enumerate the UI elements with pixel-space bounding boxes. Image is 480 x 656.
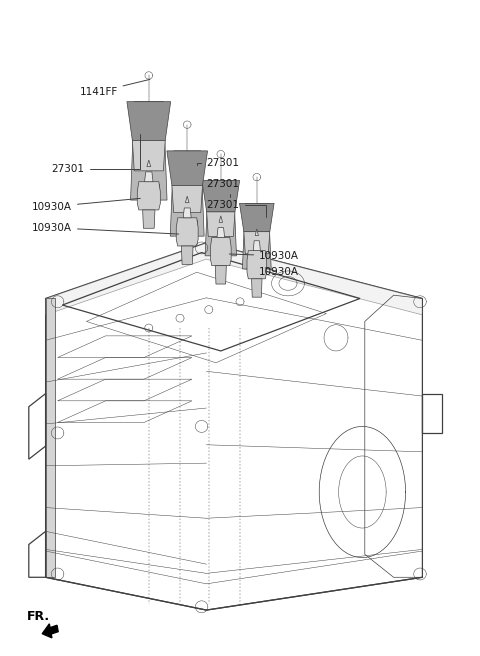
Polygon shape xyxy=(172,186,203,213)
Polygon shape xyxy=(131,102,167,200)
Polygon shape xyxy=(176,218,198,246)
Polygon shape xyxy=(217,228,225,237)
Text: 10930A: 10930A xyxy=(32,198,140,212)
Polygon shape xyxy=(240,203,274,232)
Polygon shape xyxy=(242,203,271,269)
Text: 10930A: 10930A xyxy=(229,251,299,261)
Polygon shape xyxy=(202,180,240,212)
Polygon shape xyxy=(215,266,227,284)
Polygon shape xyxy=(253,241,260,251)
Polygon shape xyxy=(139,184,159,200)
Polygon shape xyxy=(170,151,204,236)
Polygon shape xyxy=(178,220,196,236)
Polygon shape xyxy=(252,279,262,297)
Polygon shape xyxy=(132,140,165,171)
Polygon shape xyxy=(46,298,55,577)
Polygon shape xyxy=(185,196,189,203)
Polygon shape xyxy=(46,243,422,315)
Polygon shape xyxy=(212,239,229,256)
Polygon shape xyxy=(127,102,171,140)
Polygon shape xyxy=(247,251,266,279)
Text: 10930A: 10930A xyxy=(32,222,179,234)
Polygon shape xyxy=(144,172,153,182)
Text: 1141FF: 1141FF xyxy=(79,79,150,97)
Text: 27301: 27301 xyxy=(206,178,240,197)
Polygon shape xyxy=(181,246,193,264)
Text: 27301: 27301 xyxy=(51,134,140,174)
Polygon shape xyxy=(205,180,237,256)
Polygon shape xyxy=(167,151,207,186)
Polygon shape xyxy=(207,212,235,236)
Polygon shape xyxy=(183,208,191,218)
Text: 10930A: 10930A xyxy=(259,267,299,277)
Polygon shape xyxy=(147,160,151,167)
Polygon shape xyxy=(255,229,258,236)
Text: 27301: 27301 xyxy=(206,199,266,217)
Text: 27301: 27301 xyxy=(197,157,240,168)
Polygon shape xyxy=(249,253,265,269)
Polygon shape xyxy=(137,182,160,210)
FancyArrow shape xyxy=(42,624,58,638)
Polygon shape xyxy=(210,237,231,266)
Polygon shape xyxy=(219,216,223,222)
Polygon shape xyxy=(244,232,270,254)
Text: FR.: FR. xyxy=(26,610,49,623)
Polygon shape xyxy=(143,210,155,228)
